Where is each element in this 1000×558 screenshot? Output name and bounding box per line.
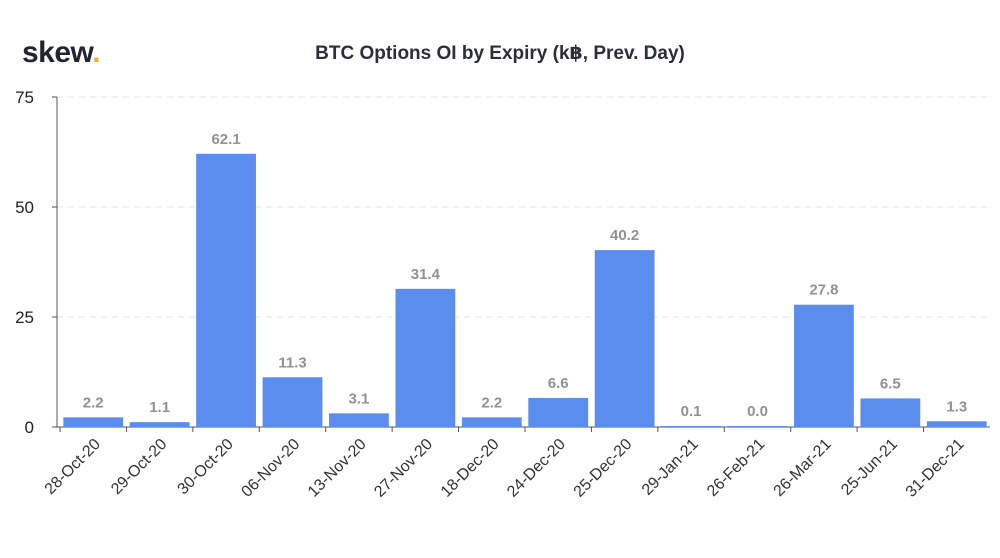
data-label: 40.2 <box>610 227 639 244</box>
data-label: 62.1 <box>211 131 240 148</box>
bar <box>926 421 987 427</box>
data-label: 11.3 <box>278 354 306 371</box>
x-tick-label: 13-Nov-20 <box>305 436 370 501</box>
logo-dot: . <box>92 36 101 69</box>
bar <box>727 426 788 427</box>
data-label: 2.2 <box>481 394 502 411</box>
y-tick-label: 25 <box>15 308 34 327</box>
y-tick-label: 50 <box>15 198 34 217</box>
y-tick-label: 75 <box>15 88 34 107</box>
bar <box>329 413 389 427</box>
chart-title: BTC Options OI by Expiry (k฿, Prev. Day) <box>315 43 685 64</box>
data-label: 0.1 <box>681 403 702 420</box>
bar <box>528 397 589 427</box>
x-tick-label: 25-Jun-21 <box>838 436 901 499</box>
data-label: 6.6 <box>548 375 569 392</box>
bar <box>461 417 522 427</box>
skew-logo: skew. <box>22 36 101 70</box>
data-label: 1.1 <box>149 399 170 416</box>
data-label: 27.8 <box>809 282 838 299</box>
data-label: 2.2 <box>83 394 104 411</box>
data-label: 3.1 <box>348 390 369 407</box>
x-tick-label: 26-Feb-21 <box>704 436 768 500</box>
bar <box>129 422 190 427</box>
bar <box>262 377 323 427</box>
bar <box>860 398 921 427</box>
x-tick-label: 27-Nov-20 <box>371 436 436 501</box>
x-tick-label: 25-Dec-20 <box>571 436 636 501</box>
x-tick-label: 24-Dec-20 <box>504 436 569 501</box>
logo-text: skew <box>22 36 93 69</box>
x-tick-label: 28-Oct-20 <box>42 436 104 498</box>
x-tick-label: 29-Oct-20 <box>108 436 170 498</box>
bar <box>594 250 655 427</box>
data-label: 1.3 <box>946 398 967 415</box>
x-tick-label: 29-Jan-21 <box>639 436 702 499</box>
x-tick-label: 30-Oct-20 <box>175 436 237 498</box>
x-tick-label: 26-Mar-21 <box>771 436 835 500</box>
x-tick-label: 31-Dec-21 <box>903 436 968 501</box>
data-label: 6.5 <box>880 375 901 392</box>
bar <box>661 426 721 427</box>
y-tick-label: 0 <box>25 418 34 437</box>
data-label: 31.4 <box>411 266 441 283</box>
bar <box>794 304 854 427</box>
bar <box>395 288 456 427</box>
bar <box>63 417 124 427</box>
data-label: 0.0 <box>747 403 768 420</box>
bar <box>196 153 256 427</box>
x-tick-label: 06-Nov-20 <box>238 436 303 501</box>
x-tick-label: 18-Dec-20 <box>438 436 503 501</box>
